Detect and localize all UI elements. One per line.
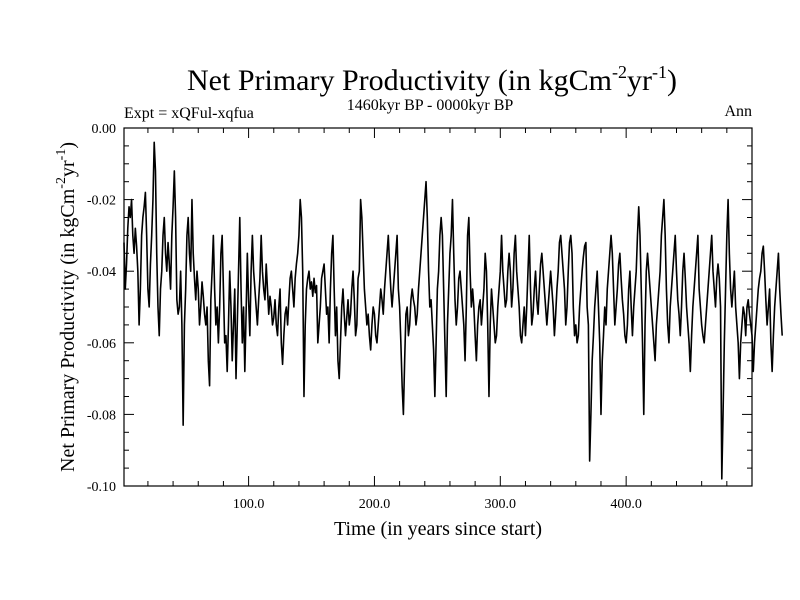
season-label: Ann	[724, 103, 752, 120]
y-axis-label: Net Primary Productivity (in kgCm-2yr-1)	[54, 142, 79, 472]
chart-title-end: )	[667, 64, 677, 97]
time-range-label: 1460kyr BP - 0000kyr BP	[347, 97, 514, 114]
y-tick-label: -0.10	[87, 480, 116, 495]
chart-title-main: Net Primary Productivity (in kgCm	[187, 64, 612, 97]
chart-title-sup2: -1	[652, 62, 667, 82]
y-axis-label-sup1: -2	[54, 177, 69, 189]
chart-title-sup1: -2	[612, 62, 627, 82]
x-axis-ticks: 100.0 200.0 300.0 400.0	[147, 128, 728, 512]
x-tick-label: 300.0	[485, 497, 517, 512]
y-tick-label: -0.04	[87, 265, 116, 280]
x-axis-label: Time (in years since start)	[334, 518, 542, 540]
x-tick-label: 100.0	[233, 497, 265, 512]
x-tick-label: 400.0	[610, 497, 642, 512]
y-tick-label: -0.08	[87, 408, 116, 423]
y-axis-label-sup2: -1	[54, 149, 69, 161]
chart-title-mid: yr	[627, 64, 652, 97]
chart-title: Net Primary Productivity (in kgCm-2yr-1)	[187, 62, 677, 97]
y-axis-label-mid: yr	[57, 160, 79, 177]
y-tick-label: -0.02	[87, 194, 116, 209]
experiment-label: Expt = xQFul-xqfua	[124, 105, 254, 122]
y-axis-ticks: 0.00 -0.02 -0.04 -0.06 -0.08 -0.10	[87, 122, 752, 495]
y-tick-label: -0.06	[87, 337, 116, 352]
y-axis-label-end: )	[57, 142, 79, 149]
npp-series-line	[123, 141, 783, 480]
y-tick-label: 0.00	[92, 122, 117, 137]
y-axis-label-main: Net Primary Productivity (in kgCm	[57, 188, 79, 472]
x-tick-label: 200.0	[359, 497, 391, 512]
